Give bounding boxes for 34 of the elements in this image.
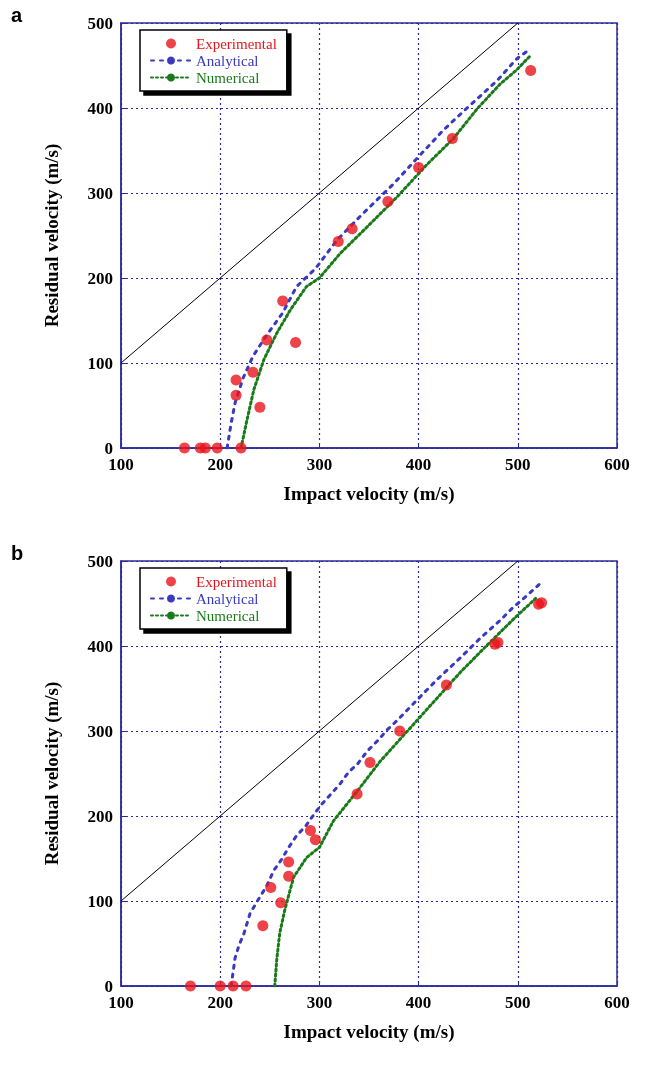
y-tick-label: 200 <box>87 268 113 288</box>
x-tick-label: 200 <box>207 993 233 1012</box>
legend-label: Experimental <box>196 573 277 590</box>
x-tick-label: 500 <box>505 455 531 474</box>
x-axis-title: Impact velocity (m/s) <box>283 483 455 505</box>
x-tick-label: 400 <box>405 455 432 474</box>
x-tick-label: 300 <box>306 455 333 474</box>
x-tick-label: 500 <box>505 993 531 1012</box>
x-tick-label: 400 <box>405 993 432 1012</box>
x-axis-title: Impact velocity (m/s) <box>283 1021 455 1043</box>
legend-label: Analytical <box>196 590 259 607</box>
chart-title: b <box>11 542 24 564</box>
legend-label: Numerical <box>196 69 260 86</box>
y-tick-label: 300 <box>87 183 113 203</box>
y-tick-label: 400 <box>87 98 113 118</box>
chart-title: a <box>11 4 23 26</box>
y-tick-label: 0 <box>104 976 113 996</box>
x-tick-label: 300 <box>306 993 333 1012</box>
y-axis-title: Residual velocity (m/s) <box>41 681 63 866</box>
y-tick-label: 100 <box>87 891 113 911</box>
x-tick-label: 600 <box>604 993 630 1012</box>
y-tick-label: 0 <box>104 438 113 458</box>
x-tick-label: 600 <box>604 455 630 474</box>
y-axis-title: Residual velocity (m/s) <box>41 143 63 328</box>
x-tick-label: 200 <box>207 455 233 474</box>
y-tick-label: 300 <box>87 721 113 741</box>
y-tick-label: 400 <box>87 636 113 656</box>
legend-label: Analytical <box>196 52 259 69</box>
y-tick-label: 200 <box>87 806 113 826</box>
y-tick-label: 100 <box>87 353 113 373</box>
y-tick-label: 500 <box>87 13 113 33</box>
y-tick-label: 500 <box>87 551 113 571</box>
legend-label: Experimental <box>196 35 277 52</box>
legend-label: Numerical <box>196 607 260 624</box>
